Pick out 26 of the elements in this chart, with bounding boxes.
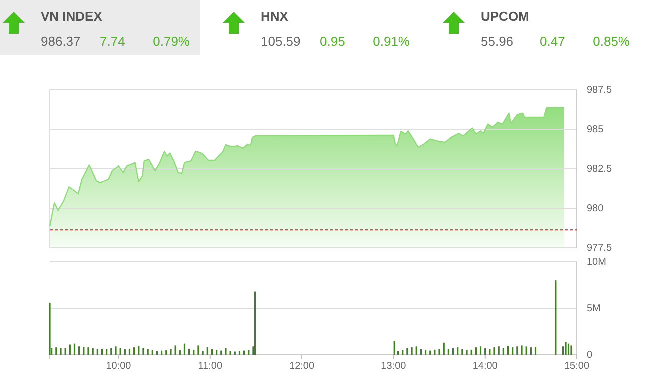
y-tick-label: 982.5 xyxy=(587,164,612,176)
x-tick-label: 14:00 xyxy=(472,361,498,372)
y-tick-label: 977.5 xyxy=(587,243,612,254)
y-tick-label: 987.5 xyxy=(587,85,612,96)
text: 55.96 xyxy=(481,34,514,49)
text: 0.85% xyxy=(593,34,630,49)
text: 986.37 xyxy=(41,34,81,49)
text: 0.79% xyxy=(153,34,190,49)
text: 0.47 xyxy=(540,34,566,49)
text: 0.95 xyxy=(320,34,346,49)
y-tick-label: 0 xyxy=(587,350,593,362)
x-tick-label: 11:00 xyxy=(198,361,223,372)
x-tick-label: 10:00 xyxy=(106,361,132,372)
text: 0.91% xyxy=(373,34,410,49)
text: HNX xyxy=(261,9,289,24)
y-tick-label: 980 xyxy=(587,204,604,215)
text: 105.59 xyxy=(261,34,301,49)
x-tick-label: 12:00 xyxy=(290,361,315,372)
y-tick-label: 985 xyxy=(587,124,604,136)
y-tick-label: 10M xyxy=(587,257,606,268)
x-tick-label: 13:00 xyxy=(381,361,407,372)
x-tick-label: 15:00 xyxy=(564,361,590,372)
text: 7.74 xyxy=(100,34,126,49)
text: VN INDEX xyxy=(41,9,103,24)
y-tick-label: 5M xyxy=(587,304,601,315)
text: UPCOM xyxy=(481,9,530,24)
